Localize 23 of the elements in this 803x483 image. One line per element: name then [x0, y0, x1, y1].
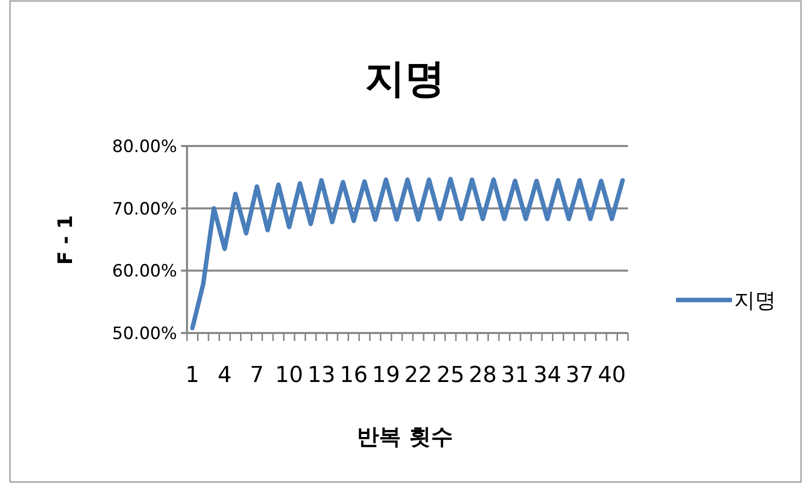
y-tick-label: 80.00% — [112, 136, 177, 157]
x-axis-title: 반복 횟수 — [357, 425, 453, 450]
chart-title: 지명 — [365, 56, 445, 102]
y-axis-title: F - 1 — [53, 215, 77, 265]
line-series — [190, 176, 625, 330]
x-tick-label: 37 — [566, 363, 594, 388]
x-tick-label: 1 — [185, 363, 200, 388]
y-tick-label: 50.00% — [112, 324, 177, 344]
x-tick-label: 13 — [307, 363, 336, 388]
x-tick-label: 16 — [340, 363, 368, 388]
x-tick-label: 28 — [468, 363, 497, 388]
legend-label: 지명 — [734, 288, 776, 312]
x-tick-label: 7 — [250, 363, 264, 388]
x-tick-label: 34 — [533, 363, 562, 388]
x-tick-label: 31 — [501, 363, 530, 388]
y-tick-label: 70.00% — [112, 199, 177, 220]
x-tick-label: 10 — [275, 363, 304, 388]
x-tick-label: 19 — [372, 363, 400, 388]
x-tick-label: 40 — [598, 363, 626, 388]
y-tick-label: 60.00% — [112, 262, 177, 282]
x-tick-label: 22 — [404, 363, 432, 388]
x-tick-label: 4 — [218, 363, 232, 388]
x-tick-label: 25 — [436, 363, 465, 388]
